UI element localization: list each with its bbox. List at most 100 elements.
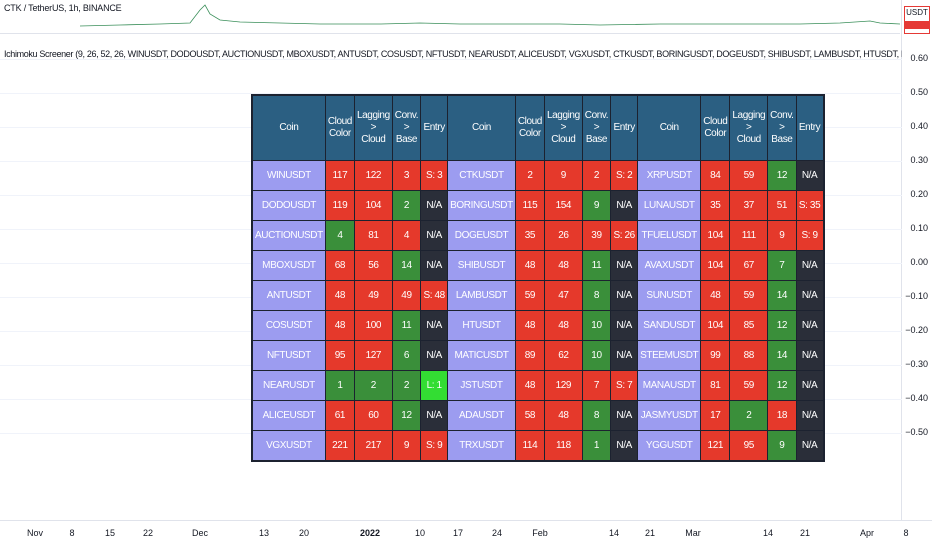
screener-cell: N/A [795,250,825,281]
screener-cell: 61 [324,400,355,431]
screener-cell: N/A [420,250,449,281]
screener-cell: S: 2 [610,160,639,191]
coin-cell: STEEMUSDT [637,340,702,371]
header-coin: Coin [447,94,516,161]
screener-cell: S: 35 [795,190,825,221]
screener-cell: 111 [729,220,769,251]
coin-cell: SANDUSDT [637,310,702,341]
screener-cell: 7 [581,370,612,401]
screener-cell: 122 [353,160,393,191]
screener-cell: 9 [767,220,797,251]
screener-cell: 35 [700,190,731,221]
coin-cell: LUNAUSDT [637,190,702,221]
screener-cell: N/A [795,400,825,431]
coin-cell: LAMBUSDT [447,280,516,311]
y-tick-label: 0.00 [910,257,928,267]
screener-cell: 48 [700,280,731,311]
screener-cell: 115 [514,190,545,221]
x-tick-label: 20 [298,528,310,538]
screener-cell: 10 [581,340,612,371]
x-tick-label: 10 [414,528,426,538]
screener-cell: 56 [353,250,393,281]
y-tick-label: −0.50 [905,427,928,437]
screener-row: ALICEUSDT 61 60 12 N/A ADAUSDT 58 48 8 N/A JASMYUS… [251,400,825,431]
screener-cell: 9 [391,430,422,462]
screener-cell: 47 [543,280,583,311]
coin-cell: JSTUSDT [447,370,516,401]
screener-cell: 48 [543,400,583,431]
screener-cell: 104 [353,190,393,221]
screener-cell: 89 [514,340,545,371]
header-coin: Coin [637,94,702,161]
screener-cell: 127 [353,340,393,371]
price-axis[interactable] [901,0,932,520]
time-axis[interactable] [0,520,932,551]
coin-cell: CTKUSDT [447,160,516,191]
screener-cell: 49 [353,280,393,311]
screener-cell: N/A [795,160,825,191]
screener-cell: 84 [700,160,731,191]
x-tick-label: Mar [685,528,701,538]
x-tick-label: 22 [142,528,154,538]
screener-cell: 48 [324,280,355,311]
header-entry: Entry [420,94,449,161]
x-tick-label: 21 [644,528,656,538]
screener-row: MBOXUSDT 68 56 14 N/A SHIBUSDT 48 48 11 N/A AVAXUS… [251,250,825,281]
screener-cell: 221 [324,430,355,462]
coin-cell: JASMYUSDT [637,400,702,431]
screener-cell: 26 [543,220,583,251]
screener-cell: 37 [729,190,769,221]
coin-cell: NEARUSDT [251,370,326,401]
screener-cell: 48 [514,370,545,401]
coin-cell: COSUSDT [251,310,326,341]
x-tick-label: Feb [532,528,548,538]
screener-cell: 11 [581,250,612,281]
price-tag: USDT [904,6,930,34]
x-tick-label: 15 [104,528,116,538]
screener-cell: L: 1 [420,370,449,401]
coin-cell: MATICUSDT [447,340,516,371]
y-tick-label: 0.50 [910,87,928,97]
screener-cell: S: 3 [420,160,449,191]
header-lagging-cloud: Lagging > Cloud [353,94,393,161]
x-tick-label: 14 [762,528,774,538]
screener-cell: 95 [324,340,355,371]
screener-cell: 104 [700,250,731,281]
screener-cell: 3 [391,160,422,191]
coin-cell: TRXUSDT [447,430,516,462]
coin-cell: SHIBUSDT [447,250,516,281]
screener-cell: N/A [610,430,639,462]
screener-cell: 104 [700,220,731,251]
coin-cell: MANAUSDT [637,370,702,401]
indicator-title[interactable]: Ichimoku Screener (9, 26, 52, 26, WINUSD… [4,49,902,59]
coin-cell: ADAUSDT [447,400,516,431]
x-tick-label: 8 [69,528,75,538]
screener-cell: 4 [324,220,355,251]
screener-cell: N/A [420,400,449,431]
screener-cell: N/A [420,340,449,371]
screener-cell: S: 9 [420,430,449,462]
screener-cell: 60 [353,400,393,431]
screener-cell: 104 [700,310,731,341]
x-tick-label: 2022 [359,528,381,538]
coin-cell: DODOUSDT [251,190,326,221]
screener-cell: 85 [729,310,769,341]
screener-cell: N/A [420,310,449,341]
x-tick-label: 21 [799,528,811,538]
screener-cell: 12 [767,310,797,341]
screener-cell: 2 [391,190,422,221]
screener-cell: 2 [581,160,612,191]
screener-cell: N/A [610,190,639,221]
header-cloud-color: Cloud Color [700,94,731,161]
x-tick-label: 17 [452,528,464,538]
coin-cell: ANTUSDT [251,280,326,311]
screener-cell: 118 [543,430,583,462]
screener-cell: N/A [610,280,639,311]
screener-cell: 1 [581,430,612,462]
x-tick-label: 24 [491,528,503,538]
screener-cell: N/A [795,370,825,401]
screener-cell: 7 [767,250,797,281]
price-chart-pane[interactable]: CTK / TetherUS, 1h, BINANCE [0,0,900,34]
screener-cell: 129 [543,370,583,401]
y-tick-label: 0.40 [910,121,928,131]
